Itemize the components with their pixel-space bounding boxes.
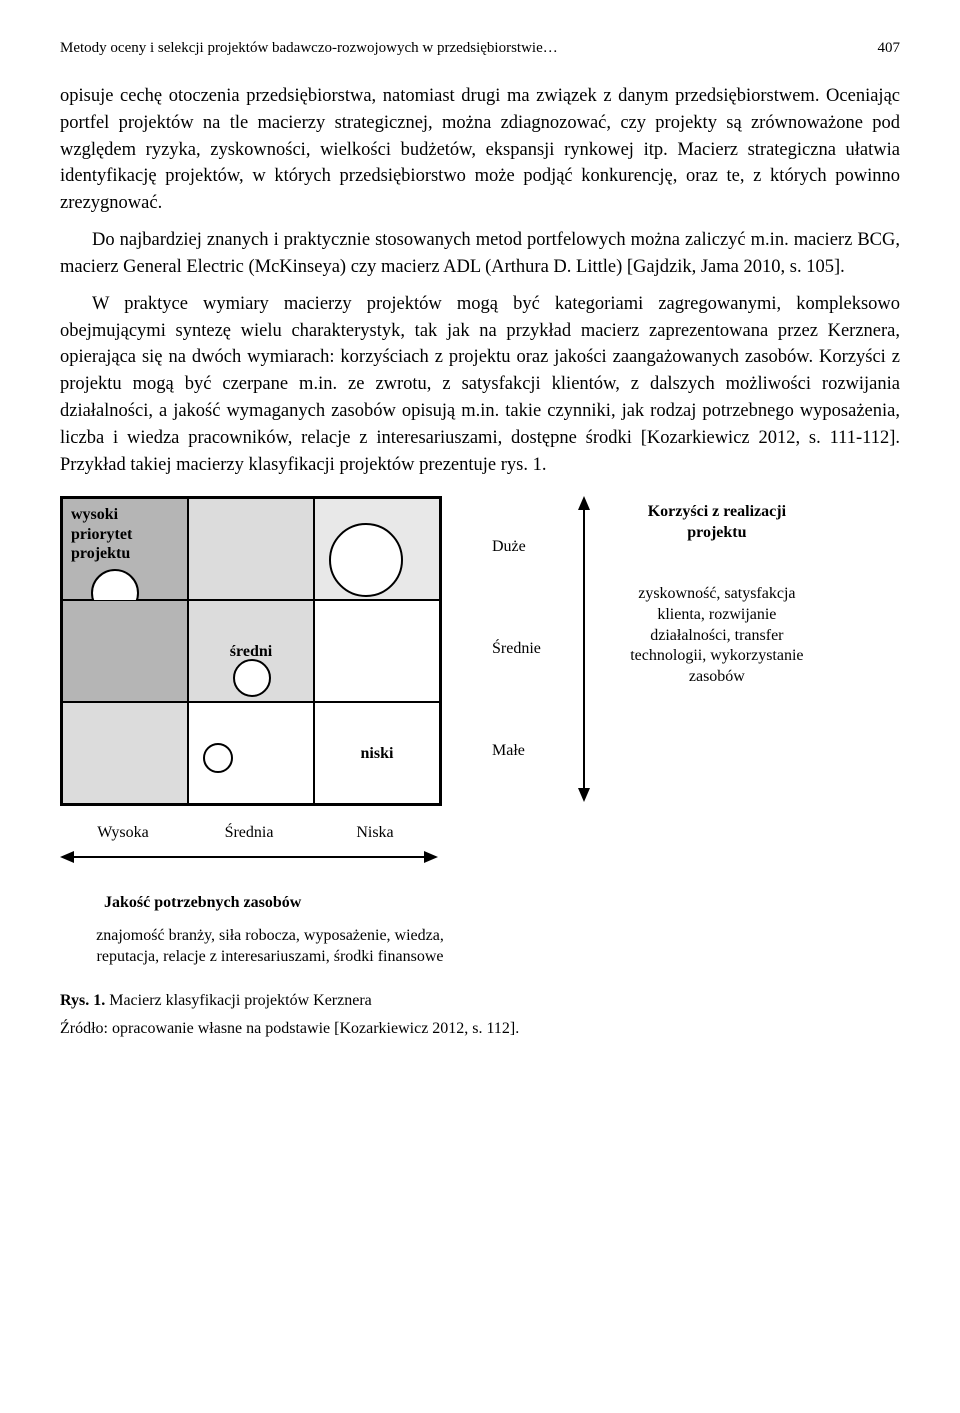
figure-caption-text: Macierz klasyfikacji projektów Kerznera <box>109 992 372 1009</box>
matrix-cell <box>62 600 188 702</box>
page-number: 407 <box>878 40 901 57</box>
matrix-grid: wysokipriorytetprojektu średni niski <box>60 496 442 806</box>
matrix-cell <box>314 498 440 600</box>
y-axis-labels: Duże Średnie Małe <box>488 496 541 802</box>
row-label-medium: Średnie <box>492 640 541 658</box>
matrix-cell-label: niski <box>361 744 394 763</box>
x-axis-labels: Wysoka Średnia Niska <box>60 824 438 842</box>
x-axis-description: znajomość branży, siła robocza, wyposaże… <box>80 926 460 968</box>
paragraph-3: W praktyce wymiary macierzy projektów mo… <box>60 291 900 479</box>
running-title: Metody oceny i selekcji projektów badawc… <box>60 40 558 57</box>
figure-caption-label: Rys. 1. <box>60 992 105 1009</box>
matrix-cell: średni <box>188 600 314 702</box>
y-axis-description: zyskowność, satysfakcja klienta, rozwija… <box>627 584 807 688</box>
matrix-cell-label: średni <box>230 642 272 661</box>
col-label-low: Niska <box>312 824 438 842</box>
x-axis-title: Jakość potrzebnych zasobów <box>104 894 301 912</box>
paragraph-1: opisuje cechę otoczenia przedsiębiorstwa… <box>60 83 900 217</box>
figure-1: wysokipriorytetprojektu średni niski Wysok… <box>60 496 900 1038</box>
paragraph-2: Do najbardziej znanych i praktycznie sto… <box>60 227 900 281</box>
matrix-cell: niski <box>314 702 440 804</box>
col-label-high: Wysoka <box>60 824 186 842</box>
col-label-medium: Średnia <box>186 824 312 842</box>
row-label-large: Duże <box>492 538 541 556</box>
matrix-cell <box>188 498 314 600</box>
y-axis-title: Korzyści z realizacji projektu <box>627 502 807 544</box>
matrix-circle <box>329 523 403 597</box>
matrix-cell: wysokipriorytetprojektu <box>62 498 188 600</box>
matrix-cell-label: wysokipriorytetprojektu <box>71 505 132 563</box>
x-axis-arrow <box>60 848 438 872</box>
y-axis-arrow <box>569 496 599 802</box>
row-label-small: Małe <box>492 742 541 760</box>
figure-caption: Rys. 1. Macierz klasyfikacji projektów K… <box>60 992 900 1010</box>
matrix-circle <box>203 743 233 773</box>
matrix-cell <box>314 600 440 702</box>
matrix-cell <box>62 702 188 804</box>
matrix-circle <box>233 659 271 697</box>
figure-source: Źródło: opracowanie własne na podstawie … <box>60 1020 900 1038</box>
matrix-cell <box>188 702 314 804</box>
